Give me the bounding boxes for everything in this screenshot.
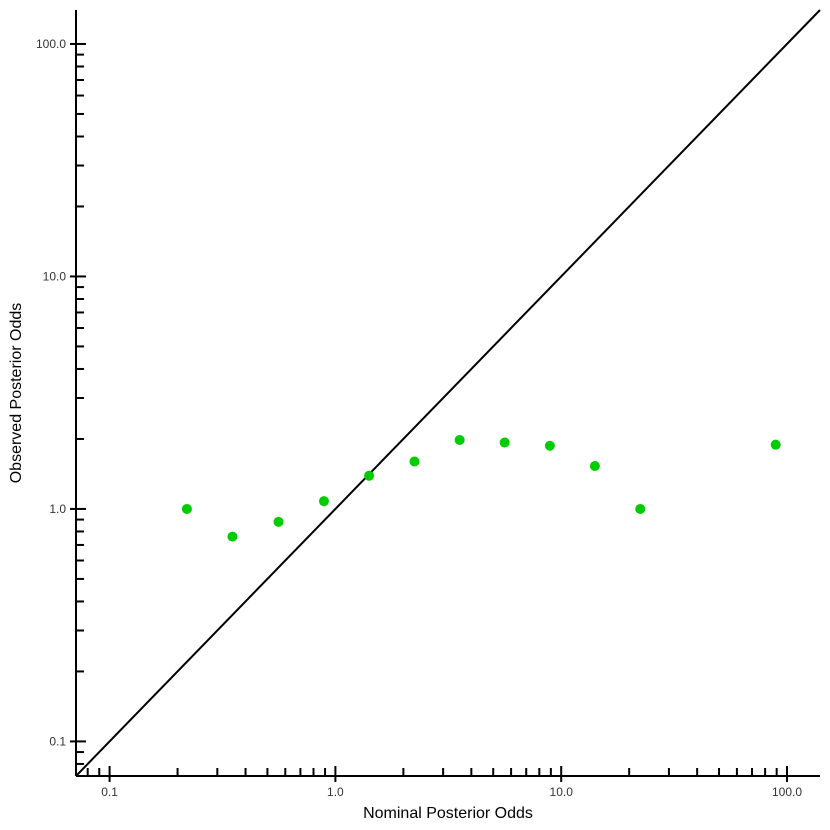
x-tick-label: 0.1 bbox=[101, 785, 118, 799]
x-tick-label: 10.0 bbox=[550, 785, 574, 799]
y-tick-label: 100.0 bbox=[36, 37, 66, 51]
data-point bbox=[770, 439, 781, 450]
data-point bbox=[273, 516, 284, 527]
y-tick-label: 0.1 bbox=[49, 734, 66, 748]
data-point bbox=[409, 456, 420, 467]
y-tick-label: 1.0 bbox=[49, 502, 66, 516]
data-point bbox=[544, 440, 555, 451]
x-axis-title: Nominal Posterior Odds bbox=[363, 805, 533, 822]
identity-reference-line bbox=[75, 9, 821, 777]
x-tick-label: 100.0 bbox=[772, 785, 802, 799]
y-tick-labels: 0.1 1.0 10.0 100.0 bbox=[36, 37, 66, 748]
data-point bbox=[635, 503, 646, 514]
y-axis-title: Observed Posterior Odds bbox=[8, 303, 25, 484]
data-point bbox=[589, 460, 600, 471]
data-point bbox=[364, 470, 375, 481]
data-point bbox=[499, 437, 510, 448]
data-points bbox=[181, 434, 781, 542]
data-point bbox=[181, 503, 192, 514]
minor-ticks bbox=[76, 53, 778, 776]
major-ticks bbox=[70, 42, 789, 782]
x-tick-label: 1.0 bbox=[327, 785, 344, 799]
data-point bbox=[227, 531, 238, 542]
y-tick-label: 10.0 bbox=[43, 269, 67, 283]
data-point bbox=[454, 434, 465, 445]
data-point bbox=[318, 496, 329, 507]
x-tick-labels: 0.1 1.0 10.0 100.0 bbox=[101, 785, 802, 799]
